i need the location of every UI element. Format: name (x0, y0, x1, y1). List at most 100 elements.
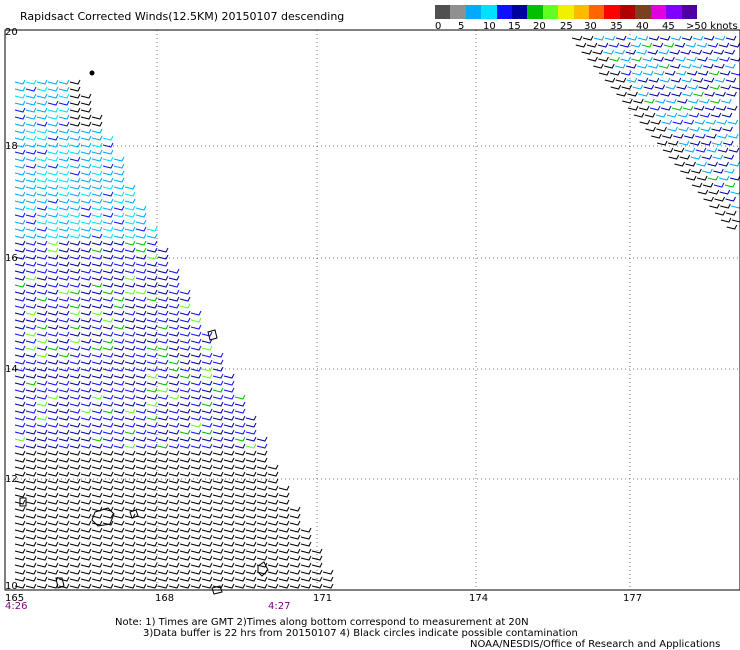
wind-barb (146, 268, 158, 274)
wind-barb (102, 436, 114, 442)
wind-barb (256, 583, 268, 589)
wind-barb (58, 121, 70, 127)
wind-barb (234, 443, 246, 449)
wind-barb (113, 499, 125, 505)
wind-barb (245, 513, 257, 519)
wind-barb (102, 345, 114, 351)
wind-barb (113, 282, 125, 288)
wind-barb (146, 555, 158, 561)
wind-barb (168, 527, 180, 533)
wind-barb (47, 128, 59, 134)
wind-barb (58, 219, 70, 225)
wind-barb (36, 135, 48, 141)
wind-barb (69, 436, 81, 442)
wind-barb (616, 91, 627, 97)
scale-label: 15 (508, 21, 521, 32)
wind-barb (135, 226, 147, 232)
wind-barb (157, 317, 169, 323)
wind-barb (656, 140, 668, 146)
wind-barb (223, 401, 235, 407)
longitude-label: 168 (155, 593, 175, 604)
wind-barb (718, 175, 730, 181)
wind-barb (234, 485, 246, 491)
wind-barb (168, 296, 180, 302)
wind-barb (69, 338, 81, 344)
wind-barb (124, 359, 136, 365)
wind-barb (644, 98, 655, 104)
wind-barb (69, 100, 81, 106)
wind-barb (36, 520, 48, 526)
wind-barb (25, 114, 37, 120)
wind-barb (146, 471, 158, 477)
wind-barb (113, 513, 125, 519)
wind-barb (179, 373, 191, 379)
wind-barb (14, 226, 26, 232)
wind-barb (190, 492, 202, 498)
wind-barb (673, 133, 684, 139)
wind-barb (47, 569, 59, 575)
scale-swatch (496, 5, 513, 19)
wind-barb (102, 583, 114, 589)
wind-barb (245, 499, 257, 505)
wind-barb (25, 345, 37, 351)
wind-barb (157, 478, 169, 484)
wind-barb (58, 415, 70, 421)
wind-barb (124, 198, 136, 204)
wind-barb (102, 170, 114, 176)
wind-barb (267, 478, 279, 484)
wind-barb (58, 394, 70, 400)
wind-barb (135, 401, 147, 407)
wind-barb (69, 303, 81, 309)
wind-barb (25, 184, 37, 190)
wind-barb (168, 492, 180, 498)
wind-barb (146, 310, 158, 316)
footnote-line-2: 3)Data buffer is 22 hrs from 20150107 4)… (143, 628, 578, 639)
wind-barb (58, 247, 70, 253)
wind-barb (124, 394, 136, 400)
wind-barb (14, 282, 26, 288)
wind-barb (135, 541, 147, 547)
wind-barb (25, 471, 37, 477)
wind-barb (47, 296, 59, 302)
wind-barb (168, 282, 180, 288)
wind-barb (201, 471, 213, 477)
wind-barb (124, 443, 136, 449)
wind-barb (69, 121, 81, 127)
wind-barb (190, 450, 202, 456)
scale-swatch (542, 5, 559, 19)
wind-barb (25, 513, 37, 519)
wind-barb (113, 471, 125, 477)
wind-barb (223, 464, 235, 470)
wind-barb (36, 492, 48, 498)
wind-barb (245, 562, 257, 568)
wind-barb (14, 415, 26, 421)
wind-barb (36, 478, 48, 484)
wind-barb (91, 275, 103, 281)
wind-barb (36, 184, 48, 190)
wind-barb (102, 310, 114, 316)
wind-barb (102, 233, 114, 239)
wind-barb (14, 163, 26, 169)
wind-barb (102, 226, 114, 232)
wind-barb (234, 576, 246, 582)
wind-barb (703, 63, 714, 69)
wind-barb (58, 317, 70, 323)
wind-barb (36, 345, 48, 351)
wind-barb (713, 168, 724, 174)
wind-barb (267, 548, 279, 554)
wind-barb (256, 527, 268, 533)
wind-barb (179, 471, 191, 477)
wind-barb (69, 233, 81, 239)
wind-barb (58, 296, 70, 302)
wind-barb (25, 233, 37, 239)
wind-barb (36, 303, 48, 309)
wind-barb (190, 436, 202, 442)
wind-barb (168, 331, 180, 337)
wind-barb (146, 450, 158, 456)
wind-barb (234, 394, 246, 400)
wind-barb (36, 219, 48, 225)
wind-barb (190, 345, 202, 351)
wind-barb (36, 401, 48, 407)
wind-barb (234, 583, 246, 589)
